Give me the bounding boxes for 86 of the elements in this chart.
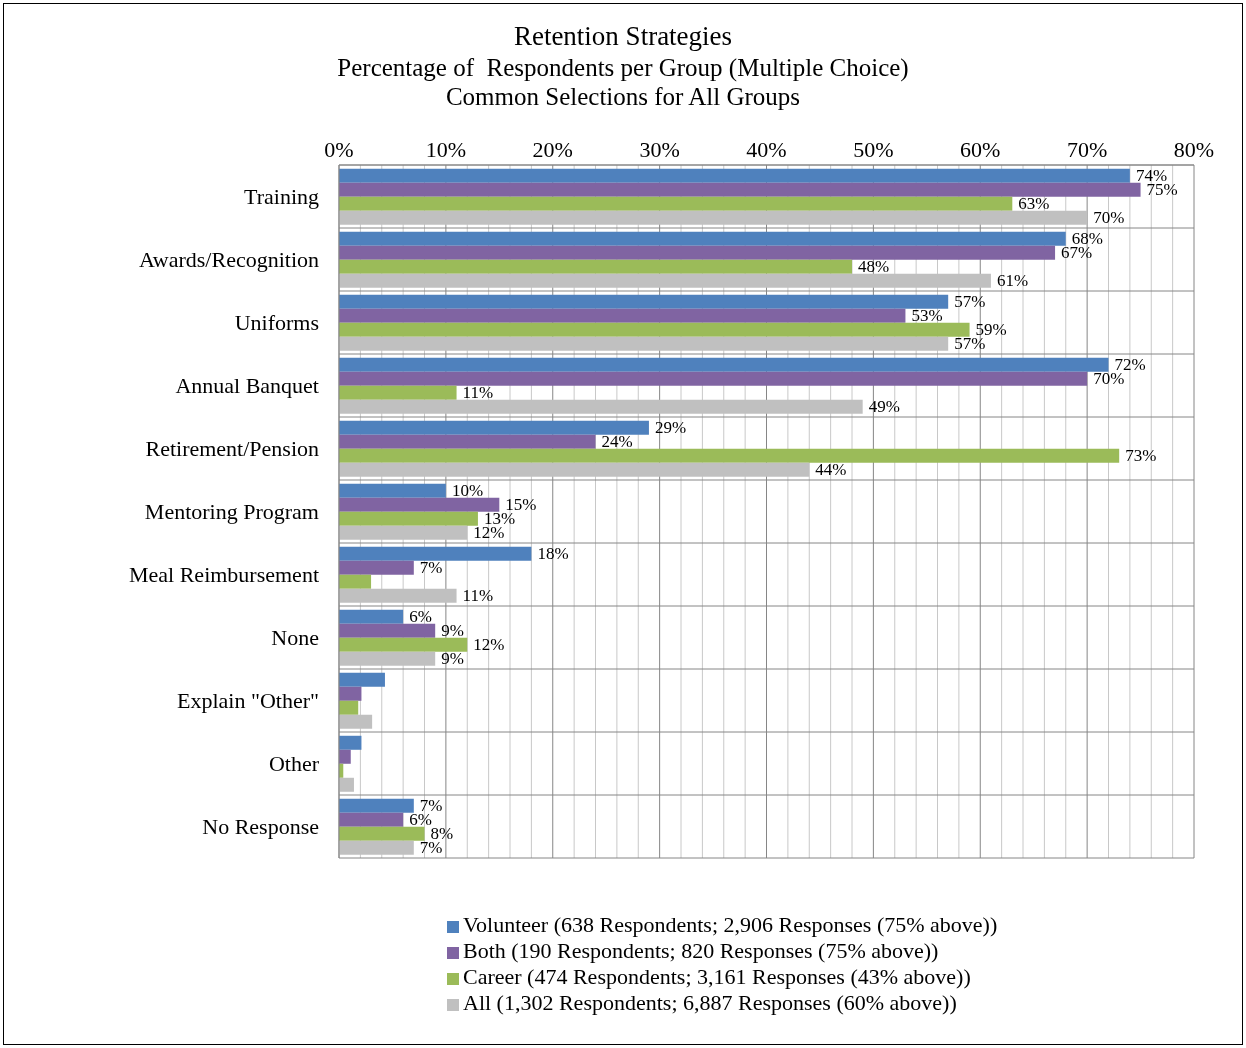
data-label: 49% bbox=[868, 397, 900, 417]
data-label: 7% bbox=[419, 838, 443, 858]
bar bbox=[339, 511, 478, 526]
x-tick-label: 30% bbox=[639, 137, 680, 162]
data-label: 61% bbox=[996, 271, 1029, 291]
data-label: 24% bbox=[601, 432, 633, 452]
legend-label: Career (474 Respondents; 3,161 Responses (43% above)) bbox=[463, 964, 971, 989]
x-tick-label: 70% bbox=[1066, 137, 1108, 162]
data-label: 57% bbox=[954, 292, 986, 312]
chart-title: Retention Strategies bbox=[512, 20, 734, 53]
data-label: 6% bbox=[409, 607, 432, 627]
bar bbox=[339, 560, 414, 575]
x-tick-label: 50% bbox=[853, 137, 894, 162]
y-tick-label: Mentoring Program bbox=[144, 499, 319, 525]
bar bbox=[339, 357, 1109, 372]
bar bbox=[339, 623, 436, 638]
bar bbox=[339, 182, 1141, 197]
data-label: 9% bbox=[441, 649, 464, 669]
data-label: 70% bbox=[1093, 208, 1125, 228]
y-tick-label: Uniforms bbox=[234, 310, 319, 336]
bar bbox=[339, 294, 949, 309]
bar bbox=[339, 231, 1066, 246]
bar bbox=[339, 735, 362, 750]
x-tick-label: 40% bbox=[746, 137, 787, 162]
bar bbox=[339, 245, 1056, 260]
bar bbox=[339, 574, 372, 589]
bar bbox=[339, 322, 970, 337]
bar bbox=[339, 420, 649, 435]
bar bbox=[339, 672, 385, 687]
data-label: 11% bbox=[462, 383, 494, 403]
bar bbox=[339, 686, 362, 701]
y-tick-label: Retirement/Pension bbox=[145, 436, 319, 462]
y-tick-label: Other bbox=[268, 751, 320, 777]
data-label: 67% bbox=[1061, 243, 1093, 263]
chart-subtitle: Percentage of Respondents per Group (Multiple Choice) Common Selections for All Groups bbox=[336, 53, 910, 111]
data-label: 12% bbox=[473, 635, 505, 655]
data-label: 7% bbox=[419, 558, 443, 578]
data-label: 63% bbox=[1018, 194, 1050, 214]
data-label: 48% bbox=[858, 257, 890, 277]
bar bbox=[339, 777, 354, 792]
y-tick-label: Annual Banquet bbox=[175, 373, 319, 399]
bar bbox=[339, 168, 1130, 183]
bar bbox=[339, 371, 1088, 386]
data-label: 70% bbox=[1093, 369, 1125, 389]
data-label: 6% bbox=[409, 810, 432, 830]
data-label: 57% bbox=[954, 334, 986, 354]
x-tick-label: 0% bbox=[324, 137, 354, 162]
data-label: 10% bbox=[451, 481, 484, 501]
bar bbox=[339, 196, 1013, 211]
y-tick-label: Meal Reimbursement bbox=[128, 562, 319, 588]
data-label: 73% bbox=[1125, 446, 1157, 466]
y-tick-label: Explain "Other" bbox=[177, 688, 319, 714]
bar bbox=[339, 798, 414, 813]
bar bbox=[339, 609, 404, 624]
x-tick-label: 20% bbox=[532, 137, 573, 162]
bar bbox=[339, 308, 906, 323]
data-label: 12% bbox=[473, 523, 505, 543]
bar bbox=[339, 826, 425, 841]
data-label: 53% bbox=[911, 306, 943, 326]
data-label: 11% bbox=[462, 586, 494, 606]
legend-label: All (1,302 Respondents; 6,887 Responses (60% above)) bbox=[463, 990, 957, 1015]
y-tick-label: No Response bbox=[202, 814, 319, 840]
data-label: 9% bbox=[441, 621, 464, 641]
bar bbox=[339, 434, 596, 449]
x-tick-label: 60% bbox=[960, 137, 1001, 162]
data-label: 75% bbox=[1146, 180, 1178, 200]
bar bbox=[339, 385, 457, 400]
data-label: 18% bbox=[537, 544, 569, 564]
x-tick-label: 80% bbox=[1173, 137, 1215, 162]
bar bbox=[339, 483, 446, 498]
bar bbox=[339, 448, 1120, 463]
bar bbox=[339, 812, 404, 827]
data-label: 44% bbox=[815, 460, 847, 480]
bar bbox=[339, 546, 532, 561]
y-tick-label: Awards/Recognition bbox=[138, 247, 319, 273]
bar bbox=[339, 637, 468, 652]
legend-label: Both (190 Respondents; 820 Responses (75% above)) bbox=[463, 938, 939, 963]
y-tick-label: None bbox=[271, 625, 319, 651]
data-label: 29% bbox=[654, 418, 687, 438]
bar bbox=[339, 700, 359, 715]
x-tick-label: 10% bbox=[425, 137, 467, 162]
bar bbox=[339, 259, 852, 274]
legend-label: Volunteer (638 Respondents; 2,906 Responses (75% above)) bbox=[463, 912, 998, 937]
bar bbox=[339, 497, 500, 512]
bar bbox=[339, 749, 351, 764]
y-tick-label: Training bbox=[244, 184, 319, 210]
